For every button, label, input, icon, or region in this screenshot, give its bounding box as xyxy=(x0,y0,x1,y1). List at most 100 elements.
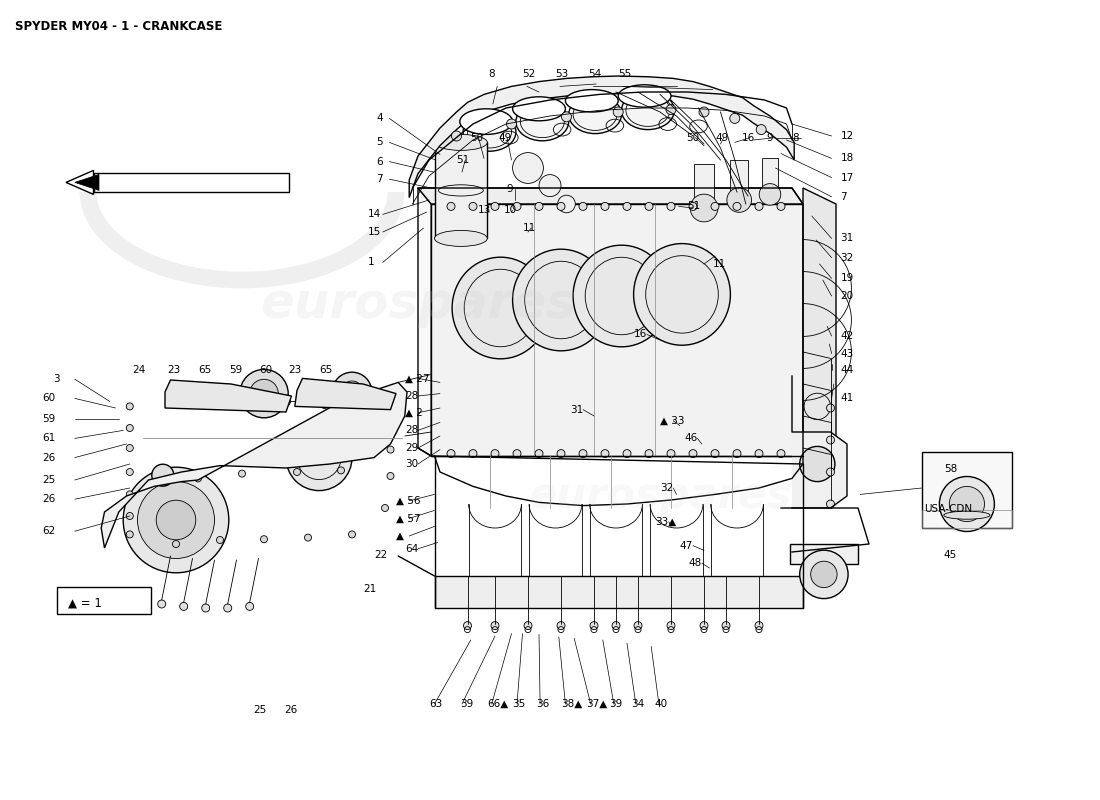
Circle shape xyxy=(698,107,710,117)
Circle shape xyxy=(727,188,751,212)
Text: 55: 55 xyxy=(618,70,631,79)
Text: 28: 28 xyxy=(405,391,418,401)
Circle shape xyxy=(613,107,624,117)
Bar xyxy=(790,544,858,564)
Circle shape xyxy=(217,537,223,543)
Text: 38▲: 38▲ xyxy=(561,699,582,709)
Ellipse shape xyxy=(565,90,618,112)
Text: 25: 25 xyxy=(42,475,55,485)
Circle shape xyxy=(826,500,835,508)
Ellipse shape xyxy=(634,243,730,346)
Circle shape xyxy=(826,468,835,476)
Circle shape xyxy=(126,531,133,538)
Circle shape xyxy=(755,622,763,630)
Polygon shape xyxy=(792,376,847,508)
Text: 42: 42 xyxy=(840,331,854,341)
Circle shape xyxy=(666,105,676,114)
Circle shape xyxy=(777,450,785,458)
Text: 32: 32 xyxy=(660,483,673,493)
Bar xyxy=(431,204,803,456)
Text: 53: 53 xyxy=(556,70,569,79)
Text: 23: 23 xyxy=(167,366,180,375)
Polygon shape xyxy=(418,188,431,456)
Circle shape xyxy=(250,379,278,408)
Circle shape xyxy=(535,202,543,210)
Circle shape xyxy=(826,436,835,444)
Circle shape xyxy=(711,202,719,210)
Circle shape xyxy=(826,404,835,412)
Circle shape xyxy=(689,450,697,458)
Circle shape xyxy=(590,622,598,630)
Circle shape xyxy=(561,112,572,122)
Circle shape xyxy=(126,513,133,519)
Circle shape xyxy=(800,550,848,598)
Circle shape xyxy=(157,600,166,608)
Text: 41: 41 xyxy=(840,394,854,403)
Text: 47: 47 xyxy=(680,541,693,550)
Circle shape xyxy=(513,202,521,210)
Circle shape xyxy=(286,425,352,490)
Circle shape xyxy=(201,604,210,612)
Text: 59: 59 xyxy=(42,414,55,424)
Text: 19: 19 xyxy=(840,274,854,283)
Circle shape xyxy=(690,194,718,222)
Text: ▲: ▲ xyxy=(396,531,404,541)
Text: 51: 51 xyxy=(456,155,470,165)
Circle shape xyxy=(756,125,767,134)
Text: 35: 35 xyxy=(513,699,526,709)
Bar xyxy=(762,158,778,194)
Circle shape xyxy=(223,604,232,612)
Text: 44: 44 xyxy=(840,365,854,374)
Bar xyxy=(694,164,714,208)
Circle shape xyxy=(126,445,133,451)
Text: 60: 60 xyxy=(260,366,273,375)
Text: 51: 51 xyxy=(688,202,701,211)
Circle shape xyxy=(386,403,395,413)
Text: 4: 4 xyxy=(376,114,383,123)
Ellipse shape xyxy=(513,249,609,351)
Circle shape xyxy=(634,622,642,630)
Circle shape xyxy=(667,202,675,210)
Circle shape xyxy=(469,202,477,210)
Circle shape xyxy=(138,482,214,558)
Circle shape xyxy=(239,470,245,477)
Circle shape xyxy=(557,202,565,210)
Circle shape xyxy=(338,467,344,474)
Circle shape xyxy=(188,398,197,408)
Ellipse shape xyxy=(460,109,513,134)
Text: 8: 8 xyxy=(488,70,495,79)
Polygon shape xyxy=(101,382,407,548)
Circle shape xyxy=(777,202,785,210)
Polygon shape xyxy=(434,576,803,608)
Bar xyxy=(94,173,289,192)
Text: 26: 26 xyxy=(42,453,55,462)
Ellipse shape xyxy=(452,257,549,359)
Circle shape xyxy=(126,425,133,431)
Text: 26: 26 xyxy=(284,705,297,714)
Circle shape xyxy=(126,403,133,410)
Circle shape xyxy=(261,536,267,542)
Text: eurospares: eurospares xyxy=(260,280,576,328)
Circle shape xyxy=(387,446,394,453)
Text: 25: 25 xyxy=(253,705,266,714)
Circle shape xyxy=(195,475,201,482)
Text: eurospares: eurospares xyxy=(528,475,792,517)
Text: 14: 14 xyxy=(367,210,381,219)
Circle shape xyxy=(382,505,388,511)
Text: 49: 49 xyxy=(498,133,512,142)
Text: 32: 32 xyxy=(840,253,854,262)
Text: ▲ 33: ▲ 33 xyxy=(660,416,684,426)
Circle shape xyxy=(949,486,984,522)
Text: 39: 39 xyxy=(460,699,473,709)
Circle shape xyxy=(123,467,229,573)
Circle shape xyxy=(729,114,740,123)
Circle shape xyxy=(722,622,730,630)
Text: 18: 18 xyxy=(840,154,854,163)
Text: 23: 23 xyxy=(288,366,301,375)
Text: 50: 50 xyxy=(470,133,483,142)
Circle shape xyxy=(557,450,565,458)
Bar xyxy=(730,160,748,200)
Circle shape xyxy=(491,622,499,630)
Text: 40: 40 xyxy=(654,699,668,709)
Circle shape xyxy=(240,370,288,418)
